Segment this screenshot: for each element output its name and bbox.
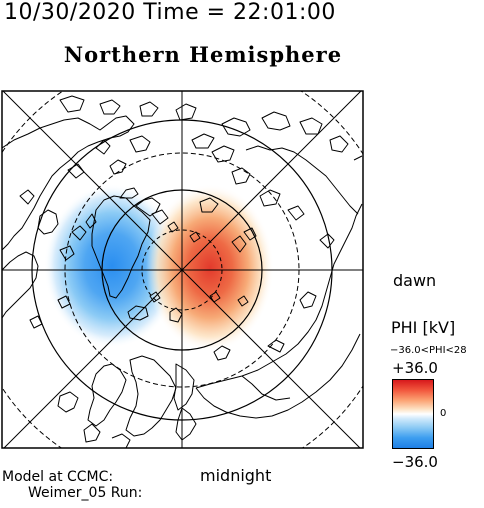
date-time-header: 10/30/2020 Time = 22:01:00 <box>4 0 336 25</box>
legend-min-value: −36.0 <box>392 453 438 471</box>
midnight-label: midnight <box>200 466 272 485</box>
legend-zero-value: 0 <box>440 408 447 419</box>
dawn-label: dawn <box>393 271 437 290</box>
positive-potential-cell <box>146 184 274 352</box>
legend-max-value: +36.0 <box>392 359 438 377</box>
hemisphere-title: Northern Hemisphere <box>63 42 343 67</box>
negative-potential-cell <box>44 184 180 348</box>
run-label: Weimer_05 Run: <box>28 485 143 501</box>
map-frame <box>1 90 364 449</box>
meridian-line <box>3 91 362 448</box>
color-bar <box>392 379 434 449</box>
legend-title: PHI [kV] <box>391 318 456 337</box>
legend-range: −36.0<PHI<28 <box>390 346 467 356</box>
coastlines <box>2 95 363 448</box>
model-label: Model at CCMC: <box>2 469 114 485</box>
